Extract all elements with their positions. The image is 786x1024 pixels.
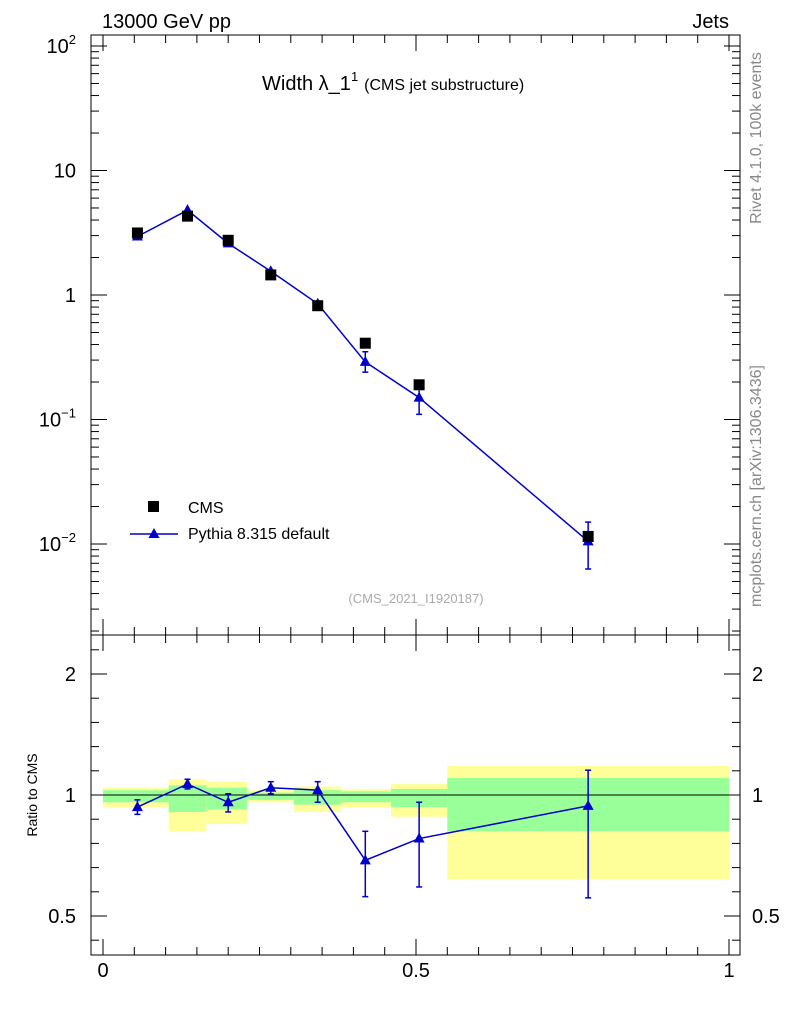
main-y-tick-label-exponent: 2 [69,32,76,47]
ratio-tick-labels: 2 2 1 1 0.5 0.5 0 0.5 1 [48,664,780,982]
ratio-uncertainty-bands [103,765,729,880]
ratio-mc-point [131,801,143,812]
mc-data-point [413,391,425,402]
main-y-tick-label: 10−1 [39,406,76,432]
ratio-y-axis-label: Ratio to CMS [24,753,40,836]
cms-data-point [131,227,143,239]
plot-title-sub: (CMS jet substructure) [364,77,524,94]
main-y-tick-label: 102 [47,32,76,58]
main-y-tick-label: 10−2 [39,530,76,556]
main-axis-ticks [91,35,740,635]
main-y-tick-label-base: 10 [39,410,61,432]
ratio-y-tick-label-left: 0.5 [48,906,76,928]
plot-title-main: Width λ_1 [262,73,351,95]
ratio-mc-point [582,799,594,810]
cms-data-point [222,234,234,246]
rivet-version-label: Rivet 4.1.0, 100k events [748,52,765,224]
legend-mc-marker [148,528,160,538]
cms-data-point [359,337,371,349]
cms-data-point [312,300,324,312]
header-right-label: Jets [692,11,729,33]
analysis-watermark: (CMS_2021_I1920187) [348,591,483,606]
main-y-tick-label: 1 [65,285,76,307]
cms-data-point [265,269,277,281]
x-tick-label: 0 [97,960,108,982]
ratio-panel: 2 2 1 1 0.5 0.5 0 0.5 1 Ratio to CMS [24,634,780,982]
ratio-band-inner [103,790,169,803]
ratio-axis-ticks [91,635,740,955]
x-tick-label: 0.5 [402,960,430,982]
data-series [131,210,594,542]
ratio-frame [90,634,741,956]
header-left-label: 13000 GeV pp [102,11,231,33]
ratio-mc-point [222,796,234,807]
ratio-y-tick-label-right: 1 [752,785,763,807]
ratio-y-tick-label-right: 2 [752,664,763,686]
main-y-tick-label-exponent: −2 [61,530,76,545]
ratio-mc-series [131,769,594,899]
main-frame [90,34,741,636]
legend: CMS Pythia 8.315 default [130,500,330,543]
cms-data-point [413,379,425,391]
mc-line [137,209,589,542]
legend-data-label: CMS [188,500,224,517]
cms-data-point [182,210,194,222]
main-y-tick-label-exponent: −1 [61,406,76,421]
plot-title-superscript: 1 [351,69,358,84]
ratio-band-inner [390,788,448,808]
legend-mc-label: Pythia 8.315 default [188,526,330,543]
ratio-mc-point [265,781,277,792]
x-tick-label: 1 [723,960,734,982]
ratio-mc-point [413,832,425,843]
ratio-band-inner [340,791,391,803]
ratio-mc-line [137,783,589,862]
ratio-y-tick-label-left: 1 [65,785,76,807]
ratio-mc-point [359,854,371,865]
ratio-y-tick-label-right: 0.5 [752,906,780,928]
mcplots-label: mcplots.cern.ch [arXiv:1306.3436] [748,365,765,607]
plot-title: Width λ_11 (CMS jet substructure) [262,69,524,95]
main-y-tick-label-base: 1 [65,285,76,307]
main-y-tick-label-base: 10 [54,161,76,183]
ratio-band-inner [206,787,247,810]
ratio-band-inner [246,792,294,800]
ratio-y-tick-label-left: 2 [65,664,76,686]
ratio-mc-point [312,784,324,795]
ratio-mc-point [182,778,194,789]
main-y-tick-label-base: 10 [47,36,69,58]
cms-data-point [582,530,594,542]
main-y-tick-label-base: 10 [39,534,61,556]
legend-data-marker [148,501,159,512]
mc-data-point [359,355,371,366]
main-y-tick-label: 10 [54,161,76,183]
